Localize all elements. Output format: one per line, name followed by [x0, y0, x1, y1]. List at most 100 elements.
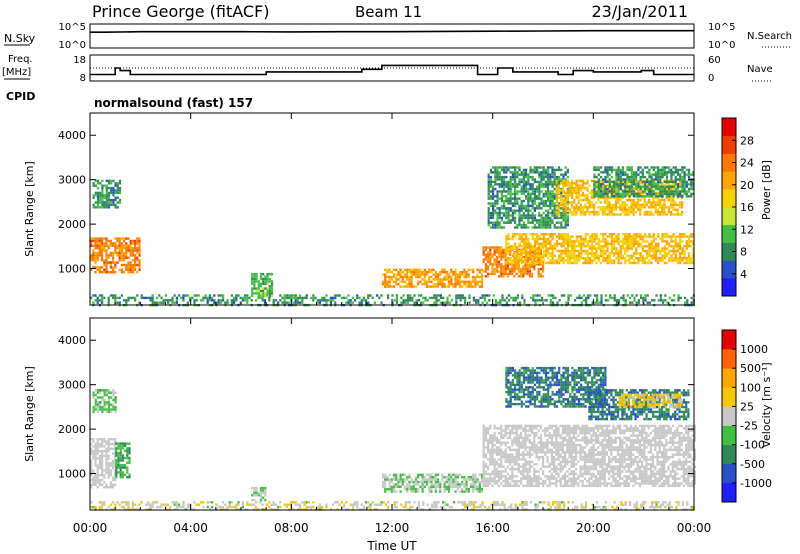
velocity-cell	[117, 444, 120, 448]
power-cell	[685, 190, 688, 193]
power-cell	[566, 168, 569, 172]
power-cell	[608, 206, 611, 209]
power-cell	[538, 242, 541, 245]
power-cell	[500, 275, 503, 278]
power-cell	[653, 299, 656, 302]
power-cell	[528, 275, 531, 278]
power-cell	[599, 249, 603, 253]
power-cell	[458, 285, 462, 288]
power-cell	[547, 261, 550, 265]
power-cell	[516, 294, 519, 297]
velocity-cell	[494, 501, 497, 504]
power-cell	[432, 283, 435, 286]
velocity-cell	[115, 459, 118, 462]
power-cell	[120, 251, 123, 255]
power-cell	[158, 294, 161, 297]
velocity-cell	[96, 403, 100, 406]
power-cell	[494, 183, 497, 186]
power-cell	[551, 190, 554, 193]
power-cell	[630, 208, 633, 211]
power-cell	[112, 198, 115, 202]
power-cell	[672, 206, 675, 209]
power-cell	[90, 296, 93, 300]
power-cell	[610, 249, 614, 253]
velocity-cell	[101, 501, 104, 504]
power-cell	[657, 173, 660, 176]
power-cell	[531, 178, 534, 181]
power-cell	[525, 237, 528, 241]
velocity-cell	[571, 501, 574, 504]
power-cell	[523, 301, 526, 304]
power-cell	[283, 294, 286, 297]
power-cell	[681, 185, 684, 188]
power-cell	[566, 237, 570, 241]
power-cell	[496, 197, 499, 200]
power-cell	[604, 180, 607, 184]
power-cell	[595, 233, 598, 236]
power-cell	[542, 178, 545, 181]
power-cell	[580, 247, 583, 250]
power-cell	[456, 278, 459, 281]
velocity-cell	[158, 505, 161, 509]
power-cell	[264, 280, 267, 283]
power-cell	[504, 263, 507, 266]
power-cell	[661, 235, 664, 238]
power-cell	[549, 166, 552, 169]
power-cell	[436, 285, 440, 288]
power-cell	[270, 273, 274, 276]
power-cell	[626, 203, 629, 207]
power-cell	[127, 296, 130, 300]
power-cell	[630, 185, 633, 188]
power-cell	[566, 203, 569, 207]
power-cell	[105, 201, 108, 204]
power-cell	[551, 257, 554, 260]
power-cell	[588, 201, 591, 204]
power-cell	[507, 211, 510, 215]
velocity-cell	[98, 459, 101, 462]
power-cell	[630, 237, 633, 241]
power-cell	[539, 248, 542, 252]
power-cell	[101, 191, 104, 195]
velocity-cell	[114, 398, 117, 402]
freq-left-label-1: Freq.	[8, 54, 33, 65]
power-cell	[386, 285, 389, 288]
power-cell	[96, 179, 100, 183]
power-cell	[395, 299, 398, 302]
power-cell	[189, 299, 192, 302]
velocity-cell	[149, 505, 152, 509]
power-cell	[573, 261, 576, 265]
power-cell	[94, 254, 97, 257]
power-cell	[654, 237, 658, 241]
power-cell	[454, 280, 457, 283]
power-cell	[299, 294, 302, 297]
power-cell	[663, 192, 666, 196]
power-cell	[661, 203, 664, 207]
power-cell	[577, 242, 581, 245]
power-cell	[654, 171, 658, 174]
power-cell	[145, 296, 148, 300]
power-cell	[112, 294, 115, 297]
velocity-cell	[354, 501, 357, 504]
power-cell	[667, 206, 670, 209]
power-cell	[448, 301, 451, 304]
power-cell	[233, 301, 236, 304]
velocity-cell	[349, 503, 352, 506]
power-cell	[384, 285, 387, 288]
power-cell	[643, 203, 646, 207]
power-cell	[507, 216, 510, 220]
power-cell	[435, 301, 438, 304]
power-cell	[582, 194, 585, 197]
power-cell	[103, 203, 106, 207]
power-cell	[517, 263, 520, 266]
power-cell	[369, 294, 372, 297]
power-cell	[571, 184, 574, 187]
power-cell	[624, 247, 627, 250]
velocity-cell	[459, 501, 462, 504]
power-cell	[410, 280, 413, 283]
power-cell	[120, 256, 123, 259]
power-cell	[654, 206, 657, 209]
power-cell	[657, 235, 660, 238]
power-cell	[621, 183, 625, 186]
power-cell	[437, 294, 440, 297]
power-cell	[661, 192, 664, 196]
